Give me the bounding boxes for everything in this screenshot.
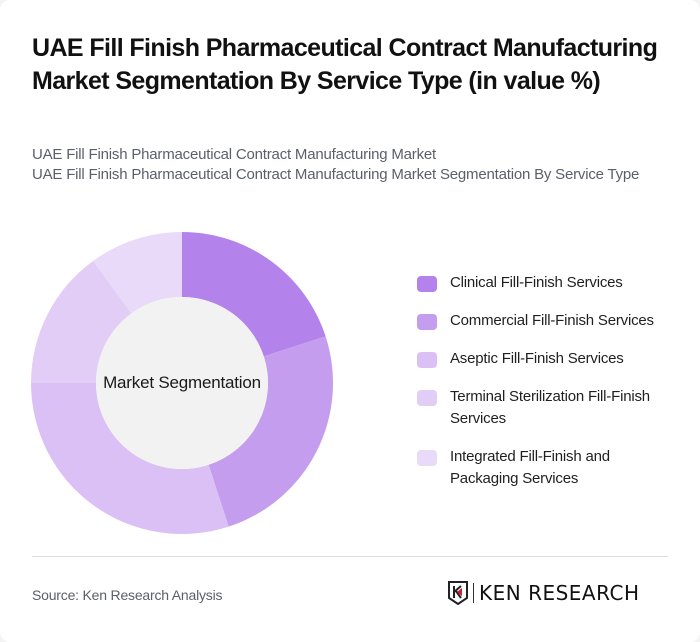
chart-subtitle: UAE Fill Finish Pharmaceutical Contract … (32, 145, 672, 185)
legend-item-commercial: Commercial Fill-Finish Services (417, 310, 677, 332)
legend-label: Integrated Fill-Finish and Packaging Ser… (450, 448, 610, 487)
footer-divider (32, 556, 668, 557)
legend-swatch (417, 450, 437, 466)
legend-label: Clinical Fill-Finish Services (450, 274, 623, 291)
subtitle-line-1: UAE Fill Finish Pharmaceutical Contract … (32, 146, 436, 163)
legend-item-integrated: Integrated Fill-Finish and Packaging Ser… (417, 446, 677, 490)
donut-segment (31, 260, 132, 383)
donut-segment (93, 232, 182, 314)
donut-segment (208, 336, 333, 527)
donut-segment (31, 383, 229, 534)
legend-item-aseptic: Aseptic Fill-Finish Services (417, 348, 677, 370)
legend-label: Aseptic Fill-Finish Services (450, 350, 624, 367)
ken-shield-icon (448, 581, 468, 605)
donut-chart (31, 232, 333, 534)
source-note: Source: Ken Research Analysis (32, 587, 223, 603)
legend-swatch (417, 390, 437, 406)
subtitle-line-2: UAE Fill Finish Pharmaceutical Contract … (32, 166, 640, 183)
ken-research-logo: KEN RESEARCH (448, 581, 640, 605)
logo-separator (473, 583, 474, 603)
legend-item-terminal-sterilization: Terminal Sterilization Fill-Finish Servi… (417, 386, 677, 430)
legend-label: Terminal Sterilization Fill-Finish Servi… (450, 388, 650, 427)
legend-label: Commercial Fill-Finish Services (450, 312, 654, 329)
donut-hole (96, 297, 268, 469)
legend-item-clinical: Clinical Fill-Finish Services (417, 272, 677, 294)
logo-text: KEN RESEARCH (479, 581, 640, 605)
legend-swatch (417, 352, 437, 368)
chart-legend: Clinical Fill-Finish Services Commercial… (417, 272, 677, 506)
donut-segment (182, 232, 326, 357)
legend-swatch (417, 314, 437, 330)
legend-swatch (417, 276, 437, 292)
chart-title: UAE Fill Finish Pharmaceutical Contract … (32, 34, 658, 95)
